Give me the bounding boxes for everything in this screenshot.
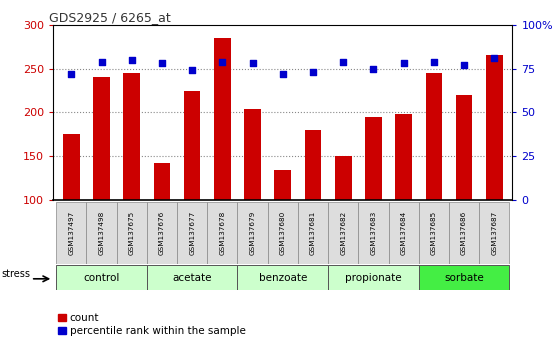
Point [248,61,257,66]
Point [309,69,318,75]
Bar [63,134,80,200]
Bar [486,56,502,200]
Bar [335,156,352,200]
Bar [419,265,510,290]
Bar [419,202,449,264]
Bar [328,202,358,264]
Legend: count, percentile rank within the sample: count, percentile rank within the sample [58,313,246,336]
Text: acetate: acetate [172,273,212,282]
Point [278,71,287,77]
Text: GSM137685: GSM137685 [431,211,437,255]
Text: benzoate: benzoate [259,273,307,282]
Bar [389,202,419,264]
Bar [237,202,268,264]
Bar [358,202,389,264]
Text: GSM137676: GSM137676 [159,211,165,255]
Bar [244,109,261,200]
Bar [147,265,237,290]
Text: GSM137682: GSM137682 [340,211,346,255]
Point [157,61,166,66]
Text: sorbate: sorbate [444,273,484,282]
Bar [268,202,298,264]
Bar [184,91,200,200]
Bar [123,73,140,200]
Bar [479,202,510,264]
Point [97,59,106,64]
Text: GSM137680: GSM137680 [280,211,286,255]
Bar [177,202,207,264]
Bar [237,265,328,290]
Point [460,62,469,68]
Point [369,66,378,72]
Point [430,59,438,64]
Bar [328,265,419,290]
Bar [153,163,170,200]
Text: GDS2925 / 6265_at: GDS2925 / 6265_at [49,11,170,24]
Text: GSM137675: GSM137675 [129,211,135,255]
Bar [56,202,86,264]
Bar [214,38,231,200]
Text: GSM137678: GSM137678 [220,211,225,255]
Bar [426,73,442,200]
Text: propionate: propionate [345,273,402,282]
Text: GSM137498: GSM137498 [99,211,105,255]
Text: GSM137497: GSM137497 [68,211,74,255]
Point [399,61,408,66]
Point [339,59,348,64]
Point [67,71,76,77]
Text: GSM137677: GSM137677 [189,211,195,255]
Bar [116,202,147,264]
Bar [365,117,382,200]
Text: GSM137686: GSM137686 [461,211,467,255]
Text: GSM137687: GSM137687 [491,211,497,255]
Text: GSM137681: GSM137681 [310,211,316,255]
Bar [93,78,110,200]
Bar [298,202,328,264]
Point [188,68,197,73]
Bar [305,130,321,200]
Bar [147,202,177,264]
Bar [86,202,116,264]
Bar [274,170,291,200]
Point [218,59,227,64]
Text: control: control [83,273,120,282]
Text: stress: stress [1,269,30,279]
Bar [456,95,473,200]
Text: GSM137683: GSM137683 [370,211,376,255]
Bar [449,202,479,264]
Point [490,55,499,61]
Bar [207,202,237,264]
Bar [56,265,147,290]
Text: GSM137684: GSM137684 [400,211,407,255]
Text: GSM137679: GSM137679 [250,211,255,255]
Point [127,57,136,63]
Bar [395,114,412,200]
